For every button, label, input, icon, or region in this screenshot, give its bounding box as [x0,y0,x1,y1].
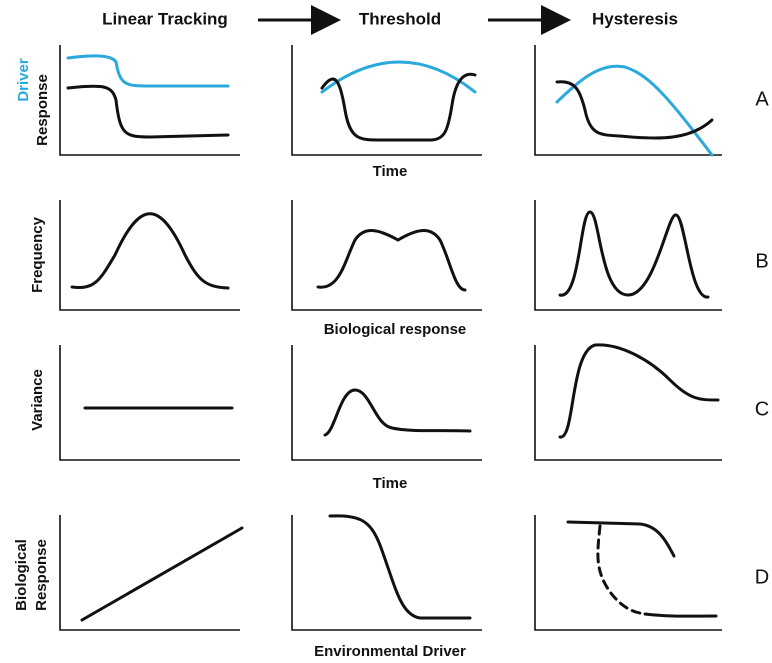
column-header: Threshold [359,9,441,28]
axes [59,45,722,631]
curves-row-a [66,54,714,157]
row-letter: A [755,88,769,110]
row-letter: B [755,250,768,272]
x-axis-label: Environmental Driver [314,643,466,660]
curves-row-d [80,514,718,622]
x-axis-label: Time [373,475,408,492]
y-axis-label: Response [34,74,51,146]
column-header: Linear Tracking [102,9,228,28]
y-axis-label: Biological [13,539,30,611]
row-letter: C [755,398,769,420]
column-header: Hysteresis [592,9,678,28]
curves-row-c [83,343,720,439]
curves-row-b [70,210,710,299]
y-axis-label: Driver [15,58,32,102]
y-axis-label: Response [33,539,50,611]
y-axis-label: Frequency [29,216,46,293]
x-axis-label: Biological response [324,321,467,338]
y-axis-label: Variance [29,369,46,431]
x-axis-label: Time [373,163,408,180]
row-letter: D [755,566,769,588]
